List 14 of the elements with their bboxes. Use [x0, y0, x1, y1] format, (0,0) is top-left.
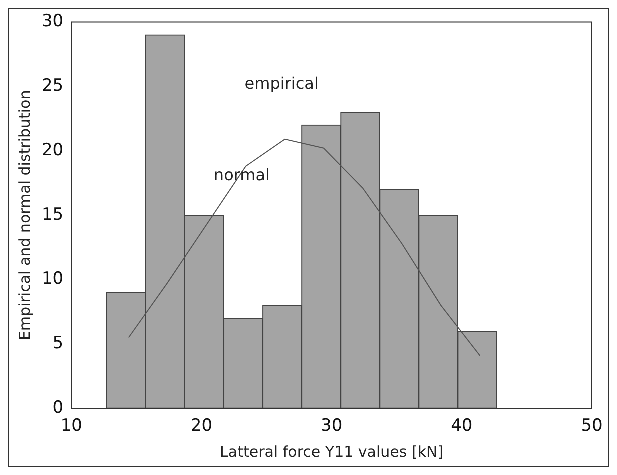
y-tick-label: 25 [42, 76, 64, 96]
series-label: empirical [244, 74, 319, 94]
y-tick-label: 30 [42, 12, 64, 32]
y-tick-label: 0 [52, 398, 64, 418]
y-tick-label: 20 [42, 140, 64, 160]
y-tick-label: 15 [42, 204, 64, 225]
x-tick-label: 50 [581, 416, 603, 436]
y-tick-label: 10 [42, 269, 64, 290]
y-axis-title: Empirical and normal distribution [16, 90, 34, 341]
x-axis-title: Latteral force Y11 values [kN] [220, 442, 444, 461]
x-tick-label: 30 [320, 416, 343, 436]
x-tick-label: 20 [190, 416, 213, 436]
x-tick-label: 40 [451, 416, 473, 436]
y-tick-label: 5 [52, 334, 64, 354]
